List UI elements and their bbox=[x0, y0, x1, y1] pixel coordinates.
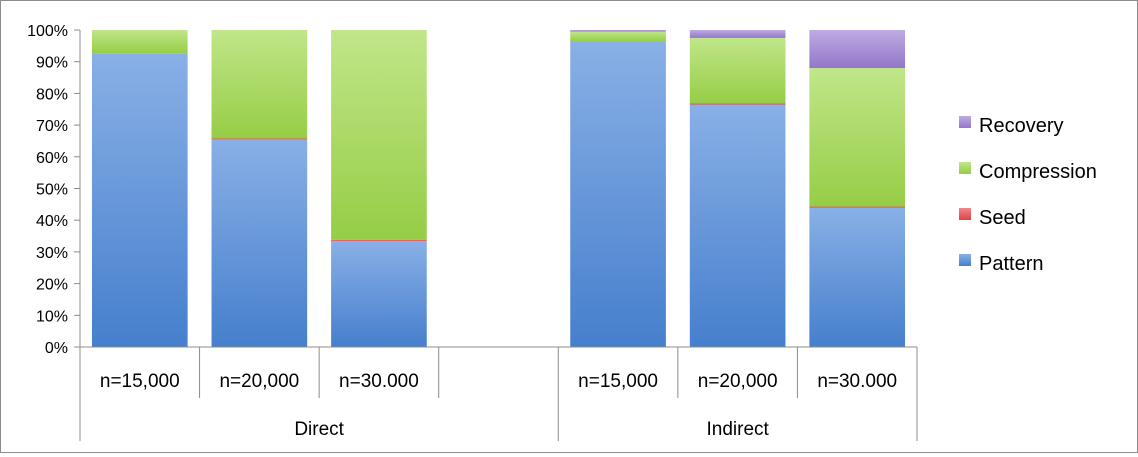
bar-pattern-5 bbox=[689, 104, 786, 348]
bar-seed-6 bbox=[809, 206, 906, 208]
y-tick-label: 50% bbox=[36, 182, 68, 199]
x-tick-label: n=15,000 bbox=[578, 371, 658, 392]
legend-label-seed: Seed bbox=[979, 207, 1026, 229]
bar-compression-1 bbox=[211, 30, 308, 139]
y-tick-label: 10% bbox=[36, 308, 68, 325]
x-tick-label: n=20,000 bbox=[698, 371, 778, 392]
legend-swatch-pattern bbox=[959, 254, 971, 266]
y-tick-label: 20% bbox=[36, 277, 68, 294]
legend-swatch-recovery bbox=[959, 116, 971, 128]
x-tick-label: n=20,000 bbox=[219, 371, 299, 392]
bar-compression-4 bbox=[570, 31, 666, 42]
bar-recovery-5 bbox=[689, 30, 786, 38]
bar-compression-6 bbox=[809, 68, 906, 207]
bar-pattern-2 bbox=[331, 240, 427, 347]
bar-pattern-1 bbox=[211, 139, 308, 347]
y-tick-label: 60% bbox=[36, 150, 68, 167]
legend-label-pattern: Pattern bbox=[979, 253, 1043, 275]
legend-label-compression: Compression bbox=[979, 161, 1097, 183]
legend-swatch-seed bbox=[959, 208, 971, 220]
bar-compression-0 bbox=[91, 30, 188, 54]
y-tick-label: 40% bbox=[36, 213, 68, 230]
bar-compression-2 bbox=[331, 30, 427, 240]
bar-compression-5 bbox=[689, 37, 786, 104]
legend-label-recovery: Recovery bbox=[979, 115, 1063, 137]
bar-pattern-6 bbox=[809, 207, 906, 347]
bar-seed-1 bbox=[211, 138, 308, 140]
y-tick-label: 80% bbox=[36, 86, 68, 103]
y-tick-label: 30% bbox=[36, 245, 68, 262]
bar-pattern-4 bbox=[570, 41, 666, 347]
legend-swatch-compression bbox=[959, 162, 971, 174]
bar-recovery-6 bbox=[809, 30, 906, 69]
bar-seed-5 bbox=[689, 103, 786, 105]
x-group-label: Direct bbox=[294, 419, 344, 440]
x-tick-label: n=30.000 bbox=[817, 371, 897, 392]
bar-seed-2 bbox=[331, 239, 427, 241]
y-tick-label: 100% bbox=[27, 23, 68, 40]
y-tick-label: 90% bbox=[36, 55, 68, 72]
bar-pattern-0 bbox=[91, 53, 188, 348]
x-tick-label: n=30.000 bbox=[339, 371, 419, 392]
x-group-label: Indirect bbox=[706, 419, 769, 440]
x-tick-label: n=15,000 bbox=[100, 371, 180, 392]
y-tick-label: 70% bbox=[36, 118, 68, 135]
bar-recovery-4 bbox=[570, 30, 666, 32]
y-tick-label: 0% bbox=[45, 340, 68, 357]
